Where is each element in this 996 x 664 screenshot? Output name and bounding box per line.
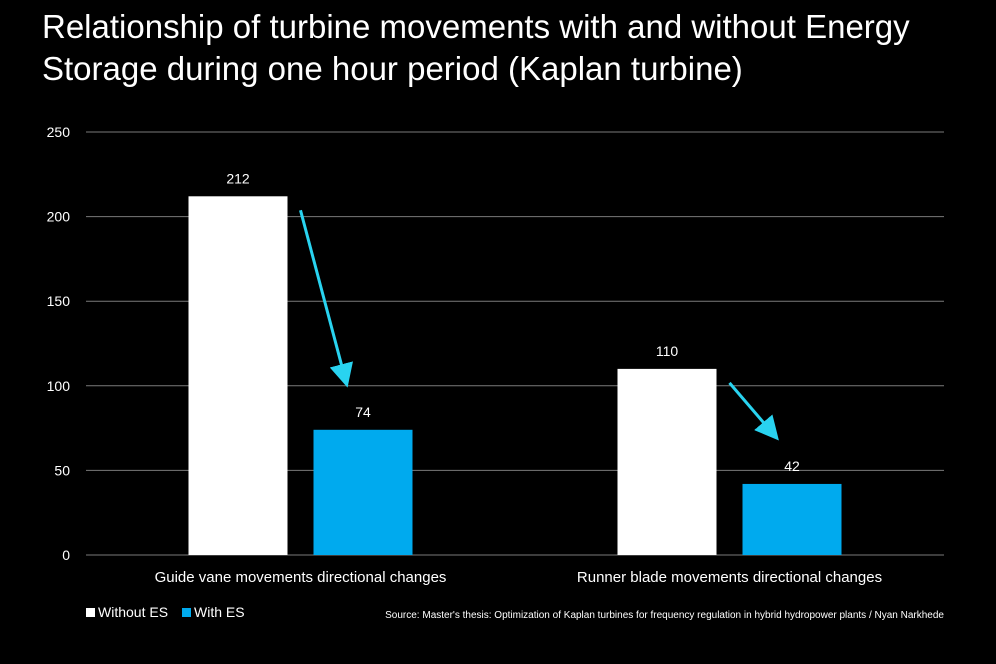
legend-swatch-with-es — [182, 607, 192, 617]
x-category-label: Runner blade movements directional chang… — [577, 569, 882, 586]
y-tick-label: 200 — [47, 209, 71, 225]
y-tick-label: 250 — [47, 124, 71, 140]
y-axis-ticks: 0 50 100 150 200 250 — [47, 124, 71, 563]
chart-title: Relationship of turbine movements with a… — [42, 8, 910, 87]
legend-swatch-without-es — [86, 607, 95, 617]
x-category-label: Guide vane movements directional changes — [155, 569, 447, 586]
legend-item-with-es: With ES — [182, 604, 245, 620]
bar-with-es-0 — [313, 429, 413, 555]
y-tick-label: 0 — [62, 547, 70, 563]
legend-label-with-es: With ES — [194, 604, 245, 620]
y-tick-label: 150 — [47, 293, 71, 309]
bar-without-es-1 — [617, 368, 717, 555]
data-label: 74 — [355, 404, 371, 420]
arrows — [299, 209, 779, 441]
source-note: Source: Master's thesis: Optimization of… — [385, 610, 944, 621]
legend-item-without-es: Without ES — [86, 604, 168, 620]
y-tick-label: 100 — [47, 378, 71, 394]
data-label: 212 — [226, 170, 250, 186]
x-axis-categories: Guide vane movements directional changes… — [155, 569, 883, 586]
bar-without-es-0 — [188, 196, 288, 555]
data-label: 110 — [656, 343, 679, 359]
decrease-arrow-0 — [299, 209, 353, 388]
legend: Without ES With ES — [86, 604, 259, 620]
data-label: 42 — [784, 458, 800, 474]
legend-label-without-es: Without ES — [98, 604, 169, 620]
bars — [188, 196, 842, 555]
data-labels: 212 74 110 42 — [226, 170, 800, 474]
decrease-arrow-1 — [728, 381, 779, 441]
y-tick-label: 50 — [54, 462, 70, 478]
bar-with-es-1 — [742, 483, 842, 555]
